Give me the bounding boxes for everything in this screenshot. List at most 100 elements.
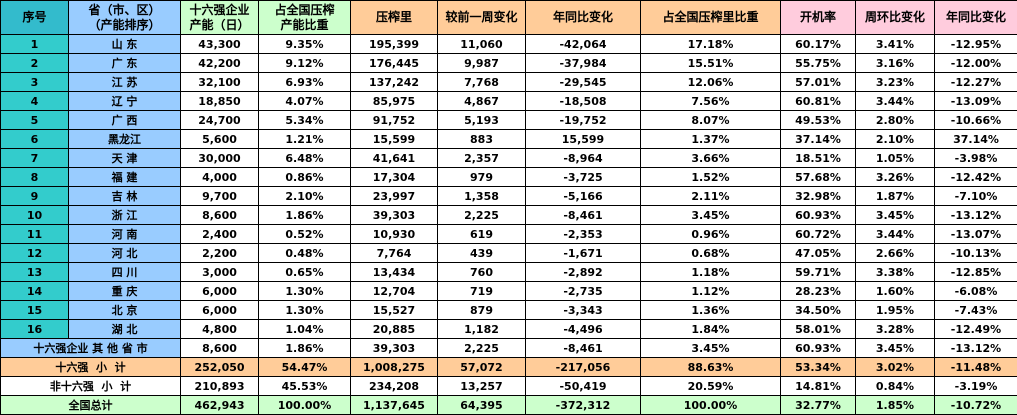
cell: 1.87% (855, 186, 935, 206)
cell: 6,000 (180, 281, 259, 301)
cell: 1.85% (855, 395, 935, 415)
cell: -12.85% (934, 262, 1017, 282)
cell: 41,641 (350, 148, 438, 168)
cell: 100.00% (640, 395, 781, 415)
cell: -5,166 (525, 186, 641, 206)
cell: -217,056 (525, 357, 641, 377)
header-cell: 占全国压榨里比重 (640, 0, 781, 35)
cell: 4,000 (180, 167, 259, 187)
cell: 39,303 (350, 338, 438, 358)
cell: 462,943 (180, 395, 259, 415)
cell: -11.48% (934, 357, 1017, 377)
summary-row: 十六强 小 计 252,050 54.47% 1,008,275 57,072 -217,… (0, 357, 1017, 377)
cell: 1,137,645 (350, 395, 438, 415)
cell: 河 北 (68, 243, 181, 263)
cell: 7 (0, 148, 69, 168)
cell: 4 (0, 91, 69, 111)
cell: 江 苏 (68, 72, 181, 92)
cell: 2,225 (437, 205, 526, 225)
cell: 福 建 (68, 167, 181, 187)
cell: 719 (437, 281, 526, 301)
cell: 0.86% (258, 167, 351, 187)
cell: 1.05% (855, 148, 935, 168)
cell: -8,964 (525, 148, 641, 168)
cell: 15.51% (640, 53, 781, 73)
cell: 17,304 (350, 167, 438, 187)
header-cell: 序号 (0, 0, 69, 35)
cell: 1.18% (640, 262, 781, 282)
cell: 1,358 (437, 186, 526, 206)
cell: 60.72% (780, 224, 856, 244)
cell: 9,987 (437, 53, 526, 73)
cell: 53.34% (780, 357, 856, 377)
cell: 11 (0, 224, 69, 244)
cell: 辽 宁 (68, 91, 181, 111)
cell: -7.10% (934, 186, 1017, 206)
cell: 3.41% (855, 34, 935, 54)
cell: 6.93% (258, 72, 351, 92)
cell: 45.53% (258, 376, 351, 396)
cell: -7.43% (934, 300, 1017, 320)
cell: 3.45% (855, 338, 935, 358)
cell: 176,445 (350, 53, 438, 73)
cell: 2,400 (180, 224, 259, 244)
cell: 47.05% (780, 243, 856, 263)
cell: 37.14% (780, 129, 856, 149)
cell: -10.13% (934, 243, 1017, 263)
cell: 山 东 (68, 34, 181, 54)
cell: 四 川 (68, 262, 181, 282)
cell: 57,072 (437, 357, 526, 377)
cell: 5,193 (437, 110, 526, 130)
cell: 1,182 (437, 319, 526, 339)
cell: 广 西 (68, 110, 181, 130)
cell: -13.07% (934, 224, 1017, 244)
header-cell: 十六强企业 产能（日） (180, 0, 259, 35)
table-row: 6 黑龙江 5,600 1.21% 15,599 883 15,599 1.37% 37.14%… (0, 129, 1017, 149)
cell: -13.12% (934, 205, 1017, 225)
cell: 1 (0, 34, 69, 54)
cell: -1,671 (525, 243, 641, 263)
table-row: 15 北 京 6,000 1.30% 15,527 879 -3,343 1.36% 34.50… (0, 300, 1017, 320)
cell: -12.27% (934, 72, 1017, 92)
cell: 60.93% (780, 205, 856, 225)
cell: 12 (0, 243, 69, 263)
cell: 195,399 (350, 34, 438, 54)
cell: 13 (0, 262, 69, 282)
cell: 广 东 (68, 53, 181, 73)
cell: 20,885 (350, 319, 438, 339)
cell: 28.23% (780, 281, 856, 301)
cell: 3.02% (855, 357, 935, 377)
header-cell: 年同比变化 (934, 0, 1017, 35)
cell: -13.09% (934, 91, 1017, 111)
cell: 439 (437, 243, 526, 263)
cell: 49.53% (780, 110, 856, 130)
table-row: 16 湖 北 4,800 1.04% 20,885 1,182 -4,496 1.84% 58.… (0, 319, 1017, 339)
cell: 1.86% (258, 338, 351, 358)
cell: 2,357 (437, 148, 526, 168)
cell: 1.30% (258, 281, 351, 301)
cell: -13.12% (934, 338, 1017, 358)
cell: 39,303 (350, 205, 438, 225)
cell: 3.28% (855, 319, 935, 339)
cell: 1.84% (640, 319, 781, 339)
cell: 60.17% (780, 34, 856, 54)
cell: 2,200 (180, 243, 259, 263)
cell: 10 (0, 205, 69, 225)
cell: 0.48% (258, 243, 351, 263)
cell: -10.72% (934, 395, 1017, 415)
cell: 55.75% (780, 53, 856, 73)
cell: 1.21% (258, 129, 351, 149)
cell: 979 (437, 167, 526, 187)
summary-row: 全国总计 462,943 100.00% 1,137,645 64,395 -372,31… (0, 395, 1017, 415)
cell: 57.01% (780, 72, 856, 92)
cell: 24,700 (180, 110, 259, 130)
